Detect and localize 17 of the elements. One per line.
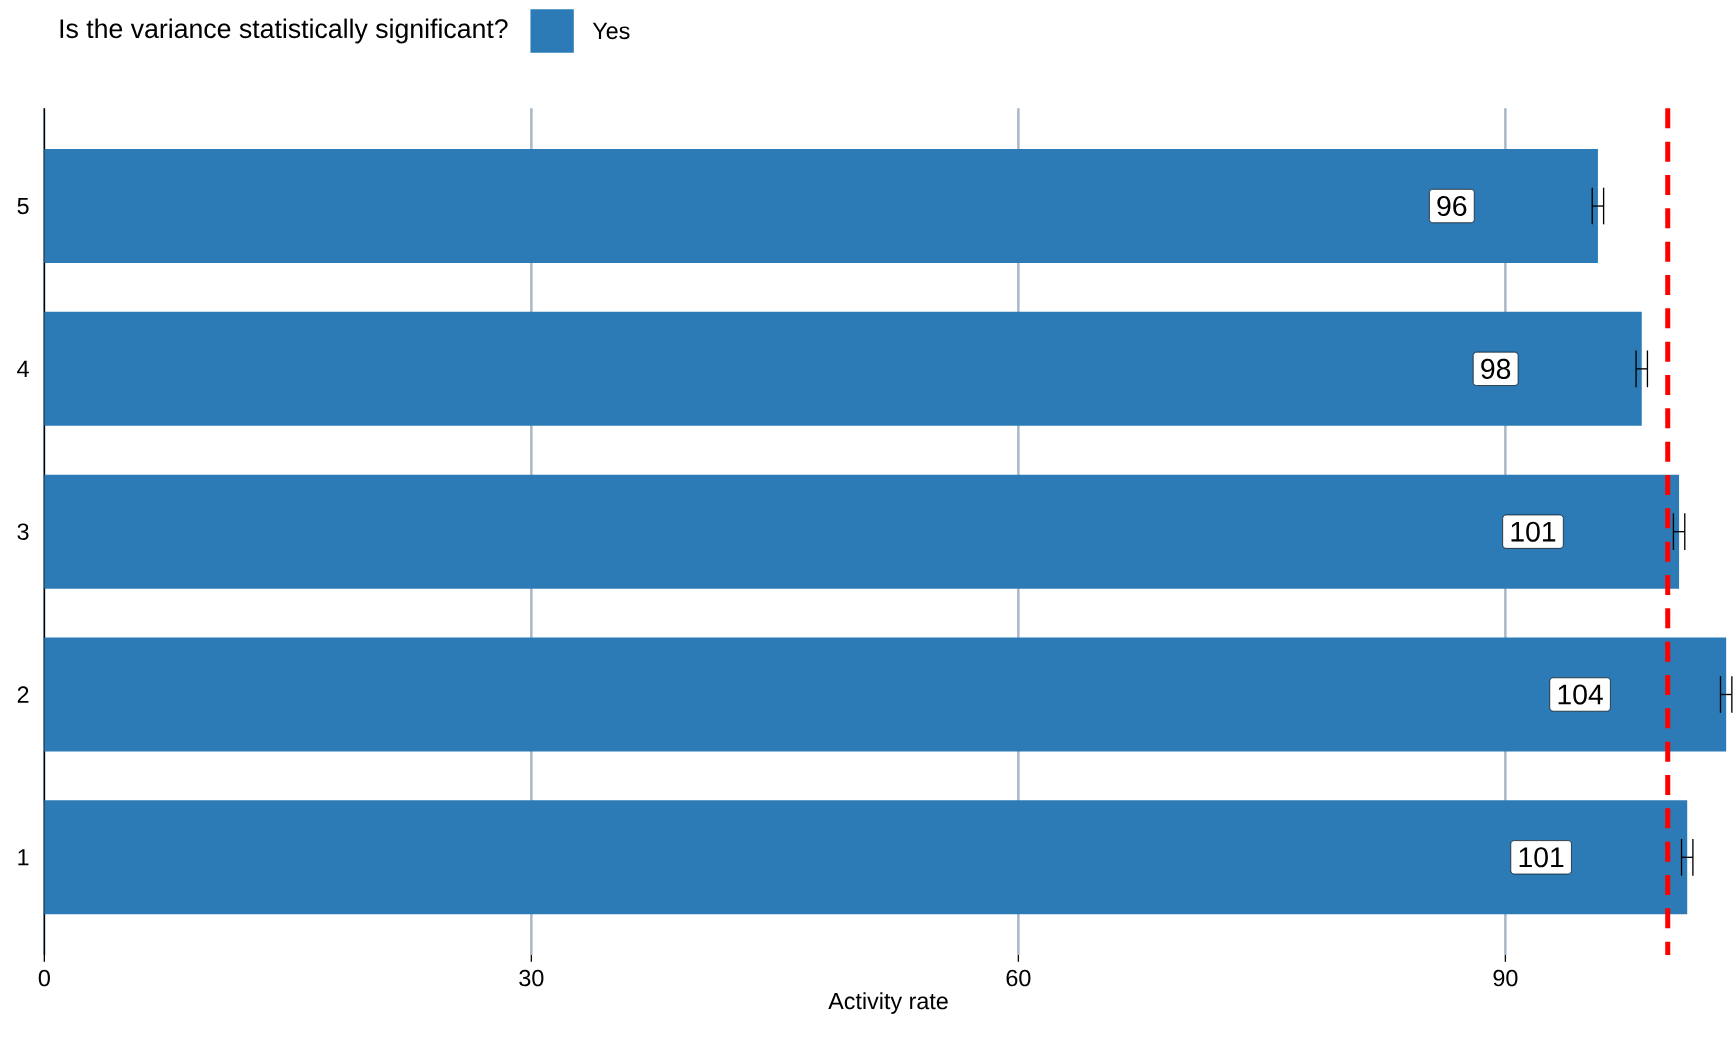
y-tick-label: 2 bbox=[17, 686, 29, 703]
x-tick-label: 30 bbox=[519, 969, 544, 987]
x-tick-label: 60 bbox=[1006, 969, 1031, 987]
legend-label: Yes bbox=[592, 22, 630, 40]
data-label: 101 bbox=[1519, 847, 1564, 868]
data-label: 96 bbox=[1437, 196, 1467, 217]
y-tick-label: 3 bbox=[17, 523, 29, 540]
y-tick-label: 1 bbox=[18, 849, 29, 866]
data-label: 104 bbox=[1558, 684, 1603, 705]
x-axis-title: Activity rate bbox=[828, 992, 948, 1014]
y-tick-label: 5 bbox=[17, 197, 29, 215]
y-tick-label: 4 bbox=[17, 360, 29, 377]
x-tick-label: 90 bbox=[1493, 969, 1518, 987]
data-label: 98 bbox=[1481, 358, 1511, 379]
data-label: 101 bbox=[1511, 521, 1556, 542]
x-tick-label: 0 bbox=[38, 969, 50, 987]
legend-title: Is the variance statistically significant? bbox=[60, 18, 508, 44]
